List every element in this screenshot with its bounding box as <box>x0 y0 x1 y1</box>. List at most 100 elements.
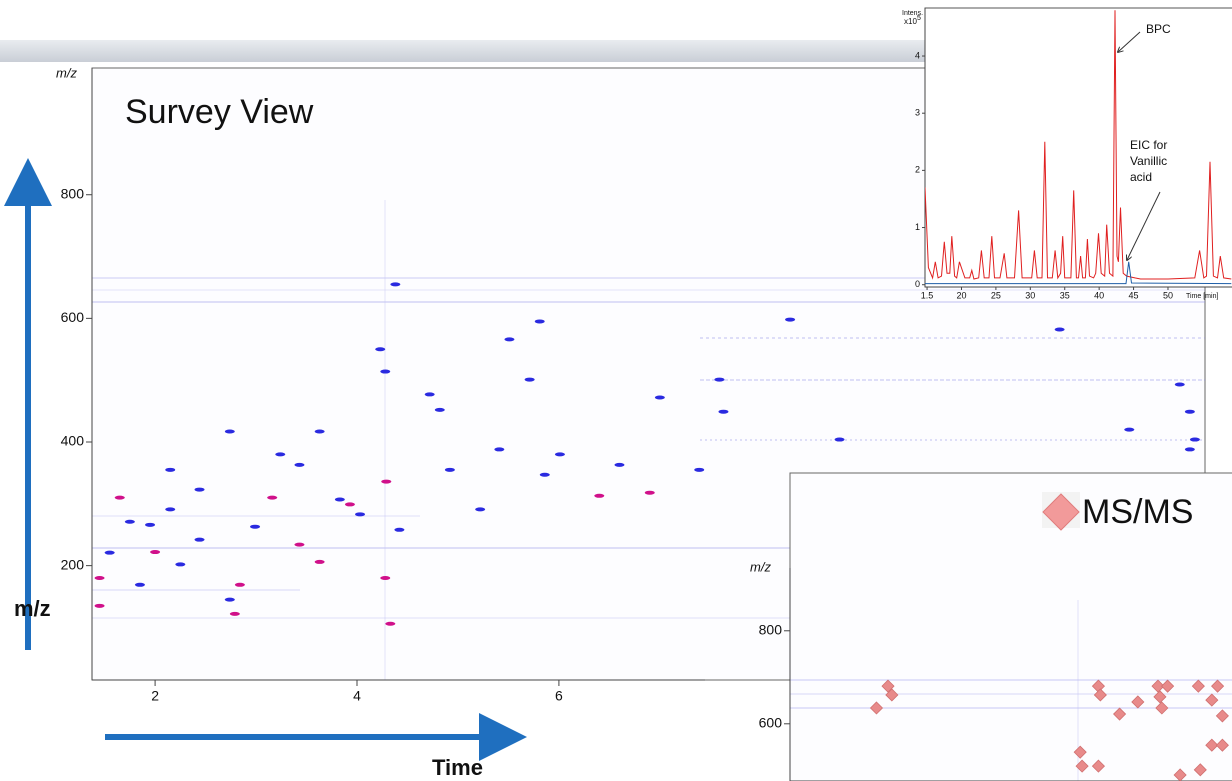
precursor-marker <box>1151 679 1165 693</box>
x-tick-label: 1.5 <box>921 290 934 300</box>
legend-icon <box>1042 492 1080 531</box>
precursor-marker <box>1215 709 1229 723</box>
y-axis-label: m/z <box>56 65 77 80</box>
spot <box>694 467 705 472</box>
x-axis-label: Time [min] <box>1186 293 1218 300</box>
spot <box>424 392 435 397</box>
spot <box>1174 382 1185 387</box>
spot <box>385 621 396 626</box>
x-tick-label: 35 <box>1060 290 1070 300</box>
eic-pointer <box>1127 191 1161 260</box>
spot <box>344 502 355 507</box>
spot <box>494 447 505 452</box>
spot <box>1189 437 1200 442</box>
panel-title: Survey View <box>125 93 314 131</box>
precursor-marker <box>885 688 899 702</box>
spot <box>267 495 278 500</box>
spot <box>314 559 325 564</box>
spot <box>434 407 445 412</box>
spot <box>234 582 245 587</box>
precursor-marker <box>1193 763 1207 777</box>
precursor-marker <box>1215 738 1229 752</box>
spot <box>250 524 261 529</box>
x-tick-label: 45 <box>1129 290 1139 300</box>
spot <box>165 467 176 472</box>
msms-panel: 600 800 MS/MS m/z <box>750 472 1232 781</box>
plot-frame <box>789 472 1232 781</box>
spot <box>524 377 535 382</box>
spot <box>1124 427 1135 432</box>
spot <box>1184 447 1195 452</box>
spot <box>194 487 205 492</box>
spot <box>534 319 545 324</box>
y-tick-label: 600 <box>61 309 85 325</box>
spot <box>165 507 176 512</box>
spot <box>504 337 515 342</box>
precursor-marker <box>881 679 895 693</box>
y-tick-label: 1 <box>915 222 920 232</box>
spot <box>554 452 565 457</box>
precursor-marker <box>1161 679 1175 693</box>
precursor-marker <box>1073 745 1087 759</box>
spot <box>714 377 725 382</box>
marks <box>869 679 1229 781</box>
spot <box>381 479 392 484</box>
spot <box>1184 409 1195 414</box>
y-axis-label: Intens. <box>902 10 923 17</box>
spot <box>175 562 186 567</box>
spot <box>394 527 405 532</box>
spot <box>539 472 550 477</box>
spot <box>194 537 205 542</box>
precursor-marker <box>1131 695 1145 709</box>
y-tick-label: 600 <box>759 715 783 731</box>
y-tick-label: 4 <box>915 50 920 60</box>
spot <box>444 467 455 472</box>
trace <box>925 10 1232 280</box>
spot <box>334 497 345 502</box>
spot <box>150 550 161 555</box>
spot <box>644 490 655 495</box>
spot <box>475 507 486 512</box>
mz-axis-title: m/z <box>14 596 51 621</box>
spot <box>355 512 366 517</box>
y-tick-label: 200 <box>61 556 85 572</box>
spot <box>124 519 135 524</box>
y-tick-label: 400 <box>61 433 85 449</box>
x-tick-label: 2 <box>151 688 159 704</box>
spot <box>380 369 391 374</box>
y-tick-label: 3 <box>915 108 920 118</box>
spot <box>654 395 665 400</box>
spot <box>785 317 796 322</box>
spot <box>145 522 156 527</box>
spot <box>114 495 125 500</box>
y-exponent-power: 5 <box>917 15 921 22</box>
marks <box>94 282 1200 626</box>
chromatogram-inset: 0 1 2 3 4 1.5 20 25 30 35 40 45 50 Intens.x10 5 Time [m… <box>902 7 1232 300</box>
y-axis-label: m/z <box>750 559 771 574</box>
spot <box>294 542 305 547</box>
x-tick-label: 40 <box>1094 290 1104 300</box>
spot <box>390 282 401 287</box>
spot <box>375 347 386 352</box>
x-tick-label: 20 <box>956 290 966 300</box>
series-label: EIC for Vanillic acid <box>1130 138 1167 184</box>
precursor-marker <box>1205 738 1219 752</box>
precursor-marker <box>1091 759 1106 773</box>
spot <box>94 603 105 608</box>
precursor-marker <box>1205 693 1219 707</box>
y-tick-label: 800 <box>759 621 783 637</box>
header-bar <box>0 40 925 62</box>
precursor-marker <box>1155 701 1169 715</box>
spot <box>104 550 115 555</box>
spot <box>294 462 305 467</box>
y-exponent: x10 <box>904 17 917 26</box>
series-label: BPC <box>1146 22 1171 36</box>
spot <box>1054 327 1065 332</box>
x-tick-label: 30 <box>1025 290 1035 300</box>
spot <box>834 437 845 442</box>
spot <box>594 493 605 498</box>
spot <box>134 582 145 587</box>
time-axis-title: Time <box>432 755 483 780</box>
